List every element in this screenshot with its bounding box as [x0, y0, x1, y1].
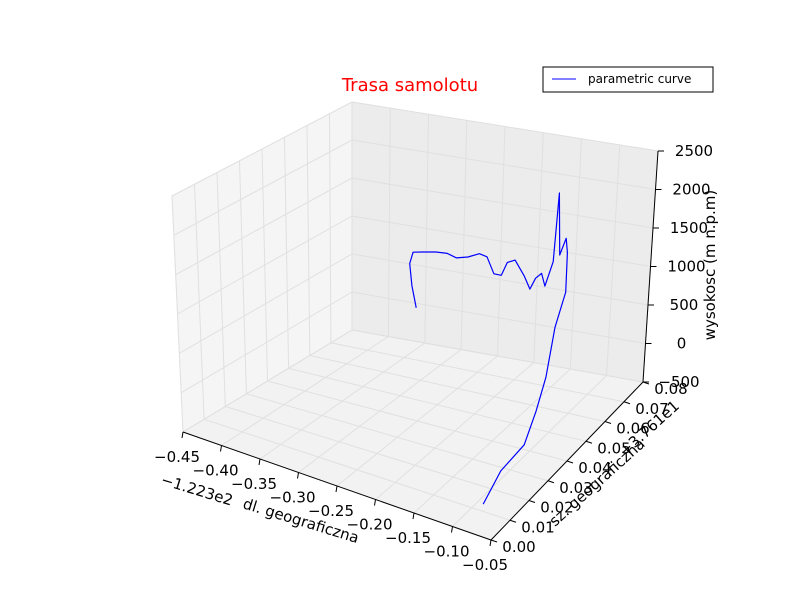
y-tick-label: 0.03	[559, 479, 592, 497]
x-tick-label: −0.10	[424, 543, 470, 561]
series-line	[409, 192, 569, 505]
x-tick-label: −0.35	[231, 475, 277, 493]
x-tick-mark	[181, 431, 184, 439]
x-tick-label: −0.45	[154, 448, 200, 466]
tick-labels: −0.45−0.40−0.35−0.30−0.25−0.20−0.15−0.10…	[154, 142, 713, 574]
x-tick-label: −0.40	[193, 462, 239, 480]
legend: parametric curve	[542, 66, 714, 93]
z-tick-label: 500	[670, 296, 699, 314]
z-gridline	[171, 101, 659, 197]
x-tick-mark	[489, 539, 492, 547]
x-tick-label: −0.15	[385, 529, 431, 547]
z-tick-label: 2500	[675, 142, 713, 160]
x-tick-mark	[374, 499, 376, 506]
x-tick-mark	[412, 512, 415, 520]
z-tick-label: 1000	[667, 258, 705, 276]
x-tick-mark	[258, 458, 261, 466]
x-tick-label: −0.05	[462, 556, 508, 574]
z-tick-label: 2000	[672, 181, 710, 199]
x-tick-label: −0.20	[347, 516, 393, 534]
legend-entry: parametric curve	[588, 72, 691, 86]
y-tick-label: 0.04	[578, 459, 611, 477]
y-tick-label: 0.07	[635, 400, 668, 418]
y-tick-label: 0.01	[521, 518, 554, 536]
y-tick-label: 0.00	[502, 538, 535, 556]
chart-title: Trasa samolotu	[341, 75, 478, 96]
y-tick-mark	[528, 500, 536, 503]
x-tick-label: −0.25	[308, 502, 354, 520]
y-tick-label: 0.05	[597, 439, 630, 457]
grid-lines	[171, 101, 659, 541]
z-tick-label: 0	[677, 335, 687, 353]
y-tick-mark	[623, 401, 631, 405]
z-gridline	[173, 139, 656, 236]
y-tick-mark	[585, 440, 593, 444]
y-tick-mark	[509, 519, 517, 523]
z-gridline	[175, 177, 654, 276]
curve-group	[409, 192, 569, 505]
z-gridline	[180, 291, 646, 394]
y-tick-mark	[566, 460, 574, 464]
y-tick-mark	[604, 421, 612, 424]
z-tick-label: −500	[658, 373, 699, 391]
x-tick-mark	[335, 485, 338, 493]
x-tick-label: −0.30	[270, 489, 316, 507]
x-tick-mark	[297, 472, 299, 479]
z-gridline	[179, 253, 649, 354]
y-tick-label: 0.08	[654, 380, 687, 398]
z-axis-label: wysokosc (m n.p.m)	[701, 190, 719, 341]
x-tick-mark	[451, 526, 453, 533]
z-gridline	[182, 329, 644, 433]
z-tick-label: 1500	[670, 219, 708, 237]
y-tick-label: 0.06	[616, 420, 649, 438]
z-gridline	[177, 215, 651, 315]
y-tick-mark	[490, 539, 498, 543]
y-tick-label: 0.02	[540, 499, 573, 517]
x-tick-mark	[220, 445, 222, 452]
y-tick-mark	[547, 480, 555, 484]
